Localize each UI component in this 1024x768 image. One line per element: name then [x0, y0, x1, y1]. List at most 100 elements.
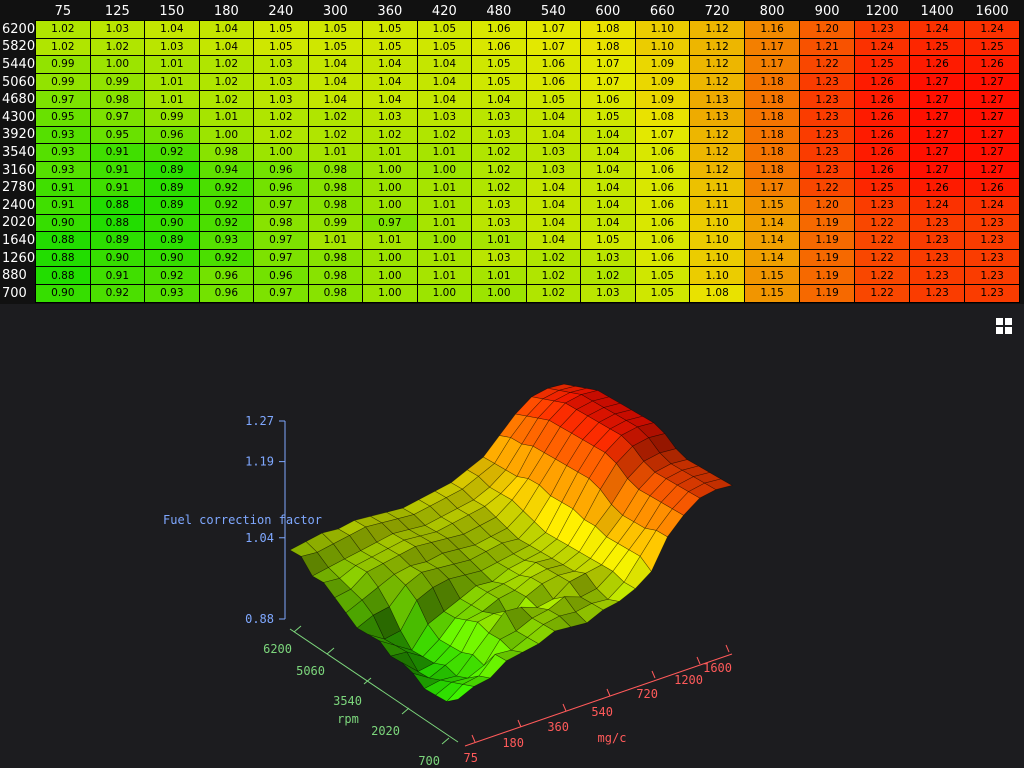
table-cell[interactable]: 1.04 [525, 125, 582, 145]
table-cell[interactable]: 1.27 [909, 72, 966, 92]
table-cell[interactable]: 0.98 [253, 213, 309, 233]
table-cell[interactable]: 1.01 [198, 107, 255, 127]
table-cell[interactable]: 1.00 [362, 178, 418, 197]
table-cell[interactable]: 0.88 [89, 195, 146, 215]
table-cell[interactable]: 1.23 [909, 213, 966, 233]
table-cell[interactable]: 1.27 [909, 160, 966, 180]
table-cell[interactable]: 0.97 [253, 248, 309, 268]
table-cell[interactable]: 1.01 [307, 143, 364, 162]
table-cell[interactable]: 0.90 [144, 248, 200, 268]
table-cell[interactable]: 1.12 [689, 37, 746, 57]
table-cell[interactable]: 1.04 [525, 178, 582, 197]
table-cell[interactable]: 1.26 [854, 160, 911, 180]
table-cell[interactable]: 1.05 [634, 266, 691, 285]
table-cell[interactable]: 1.23 [799, 143, 856, 162]
table-cell[interactable]: 1.25 [854, 55, 911, 74]
table-cell[interactable]: 1.26 [854, 125, 911, 145]
table-cell[interactable]: 0.98 [307, 248, 364, 268]
table-cell[interactable]: 1.11 [689, 195, 746, 215]
table-cell[interactable]: 1.04 [307, 90, 364, 109]
table-cell[interactable]: 1.00 [362, 160, 418, 180]
table-cell[interactable]: 1.07 [634, 125, 691, 145]
table-cell[interactable]: 1.23 [964, 213, 1021, 233]
table-cell[interactable]: 0.93 [144, 283, 200, 303]
table-cell[interactable]: 1.01 [416, 266, 473, 285]
table-cell[interactable]: 1.02 [362, 125, 418, 145]
table-cell[interactable]: 1.27 [909, 143, 966, 162]
table-cell[interactable]: 1.01 [416, 143, 473, 162]
table-cell[interactable]: 0.96 [198, 283, 255, 303]
table-cell[interactable]: 1.04 [580, 125, 636, 145]
table-cell[interactable]: 1.12 [689, 72, 746, 92]
table-cell[interactable]: 1.19 [799, 266, 856, 285]
table-cell[interactable]: 0.92 [198, 213, 255, 233]
table-cell[interactable]: 1.02 [89, 37, 146, 57]
table-cell[interactable]: 0.95 [35, 107, 91, 127]
table-cell[interactable]: 1.06 [634, 248, 691, 268]
table-cell[interactable]: 0.94 [198, 160, 255, 180]
table-cell[interactable]: 0.98 [89, 90, 146, 109]
table-cell[interactable]: 0.92 [198, 248, 255, 268]
table-cell[interactable]: 0.92 [144, 143, 200, 162]
table-cell[interactable]: 1.01 [416, 195, 473, 215]
table-cell[interactable]: 1.25 [854, 178, 911, 197]
table-cell[interactable]: 1.06 [634, 195, 691, 215]
table-cell[interactable]: 1.26 [909, 178, 966, 197]
table-cell[interactable]: 1.00 [89, 55, 146, 74]
table-cell[interactable]: 1.01 [416, 248, 473, 268]
table-cell[interactable]: 1.18 [744, 125, 801, 145]
table-cell[interactable]: 1.01 [144, 90, 200, 109]
table-cell[interactable]: 1.23 [799, 107, 856, 127]
table-cell[interactable]: 1.18 [744, 160, 801, 180]
table-cell[interactable]: 1.23 [964, 248, 1021, 268]
table-cell[interactable]: 1.23 [854, 195, 911, 215]
table-cell[interactable]: 0.89 [144, 195, 200, 215]
table-cell[interactable]: 1.23 [964, 231, 1021, 250]
table-cell[interactable]: 1.21 [799, 37, 856, 57]
table-cell[interactable]: 1.00 [198, 125, 255, 145]
table-cell[interactable]: 1.03 [471, 195, 527, 215]
table-cell[interactable]: 1.04 [362, 72, 418, 92]
table-cell[interactable]: 1.14 [744, 213, 801, 233]
table-cell[interactable]: 1.03 [580, 248, 636, 268]
table-cell[interactable]: 1.16 [744, 20, 801, 39]
table-cell[interactable]: 1.27 [964, 160, 1021, 180]
table-cell[interactable]: 1.19 [799, 231, 856, 250]
table-cell[interactable]: 0.97 [362, 213, 418, 233]
table-cell[interactable]: 1.01 [471, 266, 527, 285]
table-cell[interactable]: 1.04 [471, 90, 527, 109]
table-cell[interactable]: 1.04 [525, 231, 582, 250]
table-cell[interactable]: 0.97 [253, 231, 309, 250]
grid-icon[interactable] [996, 318, 1012, 334]
table-cell[interactable]: 1.03 [253, 72, 309, 92]
table-cell[interactable]: 0.89 [144, 160, 200, 180]
table-cell[interactable]: 1.24 [964, 195, 1021, 215]
table-cell[interactable]: 1.27 [964, 72, 1021, 92]
table-cell[interactable]: 0.89 [144, 231, 200, 250]
table-cell[interactable]: 0.96 [198, 266, 255, 285]
table-cell[interactable]: 1.02 [525, 283, 582, 303]
table-cell[interactable]: 1.04 [580, 160, 636, 180]
table-cell[interactable]: 1.22 [854, 283, 911, 303]
table-cell[interactable]: 0.97 [253, 195, 309, 215]
table-cell[interactable]: 1.05 [307, 20, 364, 39]
table-cell[interactable]: 1.23 [964, 283, 1021, 303]
table-cell[interactable]: 0.97 [253, 283, 309, 303]
table-cell[interactable]: 1.23 [799, 72, 856, 92]
table-cell[interactable]: 0.90 [35, 283, 91, 303]
table-cell[interactable]: 1.05 [416, 37, 473, 57]
table-cell[interactable]: 1.03 [89, 20, 146, 39]
table-cell[interactable]: 1.06 [525, 72, 582, 92]
table-cell[interactable]: 1.27 [964, 143, 1021, 162]
table-cell[interactable]: 1.10 [634, 37, 691, 57]
table-cell[interactable]: 0.90 [144, 213, 200, 233]
table-cell[interactable]: 1.05 [307, 37, 364, 57]
table-cell[interactable]: 1.09 [634, 90, 691, 109]
table-cell[interactable]: 1.03 [471, 107, 527, 127]
table-cell[interactable]: 1.06 [525, 55, 582, 74]
table-cell[interactable]: 1.12 [689, 125, 746, 145]
table-cell[interactable]: 0.91 [89, 266, 146, 285]
table-cell[interactable]: 1.04 [416, 55, 473, 74]
table-cell[interactable]: 1.27 [964, 107, 1021, 127]
table-cell[interactable]: 1.26 [854, 107, 911, 127]
